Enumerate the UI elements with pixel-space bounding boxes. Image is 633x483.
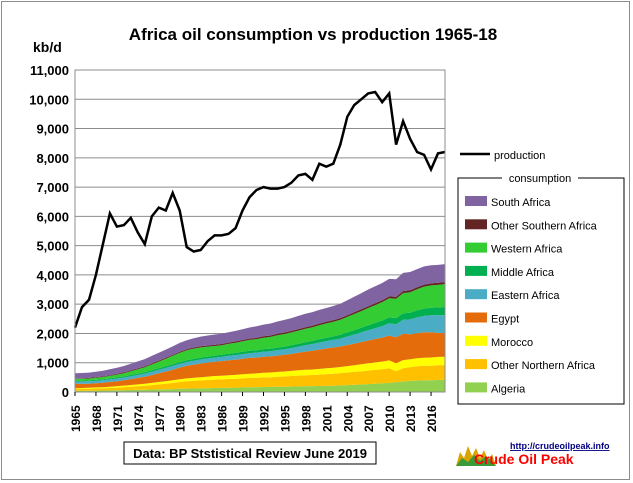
x-tick-label: 2010 (383, 405, 397, 432)
y-tick-label: 8,000 (36, 151, 69, 166)
x-tick-label: 2004 (341, 405, 355, 432)
legend-label: Western Africa (491, 244, 563, 256)
y-tick-label: 2,000 (36, 326, 69, 341)
crude-oil-peak-logo: http://crudeoilpeak.info Crude Oil Peak (456, 441, 610, 467)
x-tick-label: 2001 (320, 405, 334, 432)
area-morocco (75, 356, 445, 390)
y-tick-label: 6,000 (36, 209, 69, 224)
area-other-northern-africa (75, 365, 445, 391)
legend-title: consumption (509, 173, 571, 185)
x-tick-label: 1989 (237, 405, 251, 432)
logo-url[interactable]: http://crudeoilpeak.info (510, 441, 610, 451)
legend-swatch (465, 359, 487, 370)
source-note-box (123, 441, 377, 465)
area-eastern-africa (75, 315, 445, 384)
legend-swatch (465, 265, 487, 276)
legend-swatch (465, 196, 487, 206)
x-tick-label: 1971 (111, 405, 125, 432)
area-egypt (75, 332, 445, 389)
area-middle-africa (75, 307, 445, 382)
consumption-legend: South Africa Other Southern Africa Western… (465, 196, 598, 395)
chart-title: Africa oil consumption vs production 196… (129, 25, 497, 44)
legend-label: Other Southern Africa (491, 220, 598, 232)
logo-graphic-base-icon (456, 455, 496, 466)
legend-swatch (465, 219, 487, 230)
x-tick-label: 2007 (362, 405, 376, 432)
y-tick-label: 3,000 (36, 297, 69, 312)
source-note: Data: BP Ststistical Review June 2019 (133, 446, 367, 461)
y-tick-label: 9,000 (36, 122, 69, 137)
legend-title-bg (502, 172, 578, 184)
legend-swatch (465, 382, 487, 393)
legend-label: Algeria (491, 383, 526, 395)
consumption-areas (75, 264, 445, 392)
x-tick-labels: 1965 1968 1971 1974 1977 1980 1983 1986 1989 1992… (69, 392, 439, 432)
x-tick-label: 1974 (132, 405, 146, 432)
area-south-africa (75, 264, 445, 379)
plot-area-border (74, 69, 446, 393)
area-western-africa (75, 284, 445, 381)
legend-swatch (465, 242, 487, 253)
y-tick-label: 4,000 (36, 268, 69, 283)
y-tick-labels: 0 1,000 2,000 3,000 4,000 5,000 6,000 7,000 8,00… (29, 63, 69, 400)
production-line (73, 90, 446, 329)
y-tick-label: 1,000 (36, 356, 69, 371)
x-tick-label: 2016 (425, 405, 439, 432)
legend-label: Egypt (491, 314, 519, 326)
x-tick-label: 1995 (278, 405, 292, 432)
x-tick-label: 1983 (195, 405, 209, 432)
y-tick-label: 0 (62, 385, 69, 400)
x-tick-label: 1998 (299, 405, 313, 432)
area-other-southern-africa (75, 282, 445, 379)
y-tick-label: 5,000 (36, 239, 69, 254)
y-tick-label: 10,000 (29, 92, 69, 107)
legend-label: Middle Africa (491, 267, 555, 279)
x-tick-label: 1992 (257, 405, 271, 432)
legend-production-label: production (494, 150, 545, 162)
legend-swatch (465, 335, 487, 346)
area-algeria (75, 379, 445, 392)
logo-name: Crude Oil Peak (474, 451, 574, 467)
legend-label: South Africa (491, 197, 551, 209)
x-tick-label: 1986 (216, 405, 230, 432)
y-tick-label: 11,000 (30, 63, 69, 78)
y-tick-label: 7,000 (36, 180, 69, 195)
x-tick-label: 1977 (153, 405, 167, 432)
x-tick-label: 1980 (174, 405, 188, 432)
legend-label: Morocco (491, 337, 533, 349)
y-axis-label: kb/d (33, 39, 62, 55)
legend-label: Other Northern Africa (491, 360, 596, 372)
legend-swatch (465, 312, 487, 323)
x-tick-label: 2013 (404, 405, 418, 432)
legend-swatch (465, 289, 487, 300)
x-tick-label: 1968 (90, 405, 104, 432)
legend-label: Eastern Africa (491, 290, 560, 302)
x-tick-label: 1965 (69, 405, 83, 432)
